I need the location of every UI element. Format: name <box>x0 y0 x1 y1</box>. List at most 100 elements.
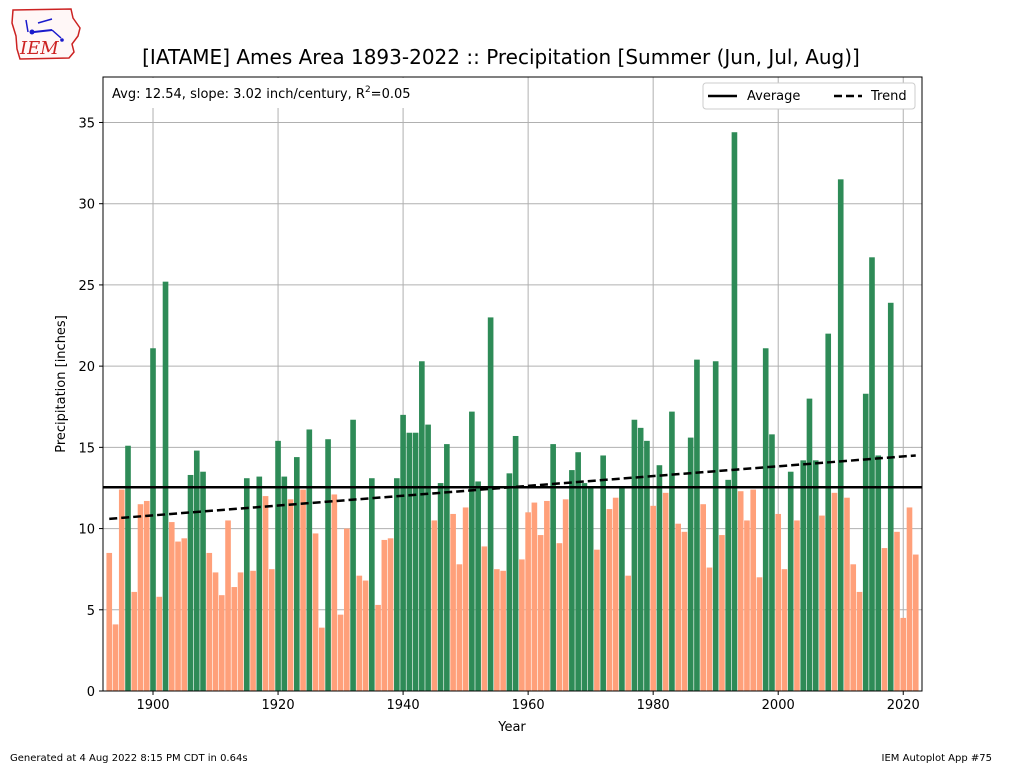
y-tick-label: 15 <box>78 441 95 456</box>
bar-1921 <box>281 476 288 691</box>
bar-2004 <box>800 460 807 691</box>
stats-annotation: Avg: 12.54, slope: 3.02 inch/century, R2… <box>104 78 438 108</box>
stats-suffix: =0.05 <box>371 87 411 102</box>
bar-1997 <box>756 577 763 691</box>
bar-2008 <box>825 333 832 691</box>
legend-trend-label: Trend <box>870 89 907 104</box>
bar-1893 <box>106 552 113 691</box>
bar-1985 <box>681 531 688 691</box>
bar-1996 <box>750 489 757 691</box>
logo-text: IEM <box>19 38 59 59</box>
bar-1968 <box>575 452 581 691</box>
bar-1945 <box>431 520 438 691</box>
bar-1936 <box>375 604 381 691</box>
bar-1994 <box>737 491 744 691</box>
bar-1970 <box>587 486 594 691</box>
bar-1967 <box>569 470 575 691</box>
bar-1912 <box>225 520 231 691</box>
bar-1931 <box>344 528 350 691</box>
bar-1896 <box>125 445 131 691</box>
bar-1913 <box>231 587 238 691</box>
bar-2021 <box>906 507 913 691</box>
bar-1978 <box>637 427 644 691</box>
y-tick-label: 10 <box>78 523 95 538</box>
bar-1992 <box>725 479 732 691</box>
stats-superscript: 2 <box>365 85 371 95</box>
bar-1948 <box>450 513 456 691</box>
bar-1998 <box>762 348 769 691</box>
bar-1900 <box>150 348 156 691</box>
bar-2016 <box>875 455 882 691</box>
bar-1924 <box>300 489 306 691</box>
bar-1983 <box>669 411 675 691</box>
bar-1909 <box>206 552 213 691</box>
bar-1959 <box>519 559 525 691</box>
y-tick-label: 0 <box>87 685 95 700</box>
bar-2013 <box>856 591 863 691</box>
bar-2000 <box>775 513 782 691</box>
x-tick-label: 1940 <box>387 698 420 713</box>
bar-2019 <box>894 531 900 691</box>
bar-1918 <box>262 496 269 691</box>
y-axis-ticks: 0 5 10 15 20 25 30 35 <box>78 116 103 700</box>
bar-1903 <box>168 522 175 691</box>
y-tick-label: 20 <box>78 360 95 375</box>
bar-1905 <box>181 538 188 691</box>
bar-1960 <box>525 512 531 691</box>
y-tick-label: 30 <box>78 198 95 213</box>
bar-1930 <box>337 614 344 691</box>
x-tick-label: 2000 <box>762 698 795 713</box>
bar-1944 <box>425 424 431 691</box>
iowa-state-icon: IEM <box>11 8 81 60</box>
trend-line <box>109 454 916 521</box>
bar-1961 <box>531 502 538 691</box>
bar-2001 <box>781 569 788 691</box>
bar-1999 <box>769 434 775 691</box>
bar-1958 <box>512 435 519 691</box>
bar-1972 <box>600 455 606 691</box>
bar-1987 <box>694 359 700 691</box>
grid <box>103 77 922 692</box>
bar-1897 <box>131 591 138 691</box>
bar-1982 <box>662 492 669 691</box>
bar-1947 <box>444 444 450 691</box>
x-tick-label: 1900 <box>136 698 169 713</box>
bar-1984 <box>675 523 681 691</box>
bar-1935 <box>369 478 375 691</box>
bar-1989 <box>706 567 713 691</box>
bar-1922 <box>287 499 294 691</box>
bar-1965 <box>556 543 563 691</box>
bar-2007 <box>819 515 825 691</box>
bar-2015 <box>869 257 875 691</box>
bar-1951 <box>469 411 475 691</box>
bar-1899 <box>143 500 150 691</box>
bar-1920 <box>275 440 281 691</box>
bar-1932 <box>350 419 356 691</box>
bar-2011 <box>844 497 850 691</box>
bar-1919 <box>268 569 275 691</box>
x-tick-label: 2020 <box>887 698 920 713</box>
reference-lines <box>103 454 922 521</box>
bar-2022 <box>912 554 919 691</box>
bar-1929 <box>331 494 338 691</box>
bar-1976 <box>625 575 631 691</box>
bar-1952 <box>475 481 481 691</box>
x-tick-label: 1980 <box>637 698 670 713</box>
bar-1908 <box>200 471 206 691</box>
bar-1910 <box>212 572 219 691</box>
bar-1993 <box>731 132 738 691</box>
bar-1934 <box>362 580 369 691</box>
bar-1973 <box>606 509 613 691</box>
bar-1957 <box>506 473 513 691</box>
bar-2012 <box>850 564 857 691</box>
bar-1904 <box>175 541 181 691</box>
bar-1915 <box>243 478 250 691</box>
bars <box>106 132 919 692</box>
x-tick-label: 1920 <box>262 698 295 713</box>
bar-1928 <box>325 439 331 691</box>
legend: Average Trend <box>702 82 916 110</box>
bar-1911 <box>218 595 225 691</box>
bar-1955 <box>494 569 500 691</box>
legend-average-label: Average <box>747 89 800 104</box>
